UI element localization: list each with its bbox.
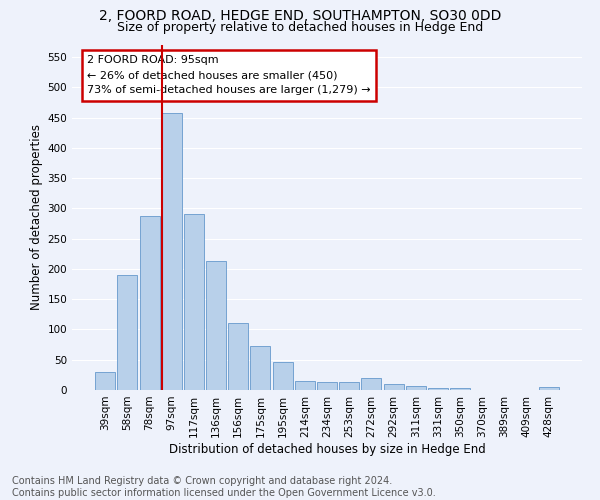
Y-axis label: Number of detached properties: Number of detached properties <box>30 124 43 310</box>
Text: Size of property relative to detached houses in Hedge End: Size of property relative to detached ho… <box>117 22 483 35</box>
Bar <box>295 381 315 390</box>
Bar <box>206 261 226 390</box>
Bar <box>539 387 559 390</box>
Text: 2, FOORD ROAD, HEDGE END, SOUTHAMPTON, SO30 0DD: 2, FOORD ROAD, HEDGE END, SOUTHAMPTON, S… <box>99 9 501 23</box>
Bar <box>406 386 426 390</box>
Bar <box>184 214 204 390</box>
Text: 2 FOORD ROAD: 95sqm
← 26% of detached houses are smaller (450)
73% of semi-detac: 2 FOORD ROAD: 95sqm ← 26% of detached ho… <box>88 56 371 95</box>
Bar <box>272 362 293 390</box>
Bar <box>95 372 115 390</box>
Bar <box>383 384 404 390</box>
Bar <box>339 382 359 390</box>
Bar <box>162 113 182 390</box>
Bar <box>228 324 248 390</box>
Bar <box>361 378 382 390</box>
X-axis label: Distribution of detached houses by size in Hedge End: Distribution of detached houses by size … <box>169 442 485 456</box>
Bar <box>317 382 337 390</box>
Bar <box>118 275 137 390</box>
Bar <box>140 216 160 390</box>
Bar <box>250 346 271 390</box>
Bar <box>450 388 470 390</box>
Text: Contains HM Land Registry data © Crown copyright and database right 2024.
Contai: Contains HM Land Registry data © Crown c… <box>12 476 436 498</box>
Bar <box>428 388 448 390</box>
